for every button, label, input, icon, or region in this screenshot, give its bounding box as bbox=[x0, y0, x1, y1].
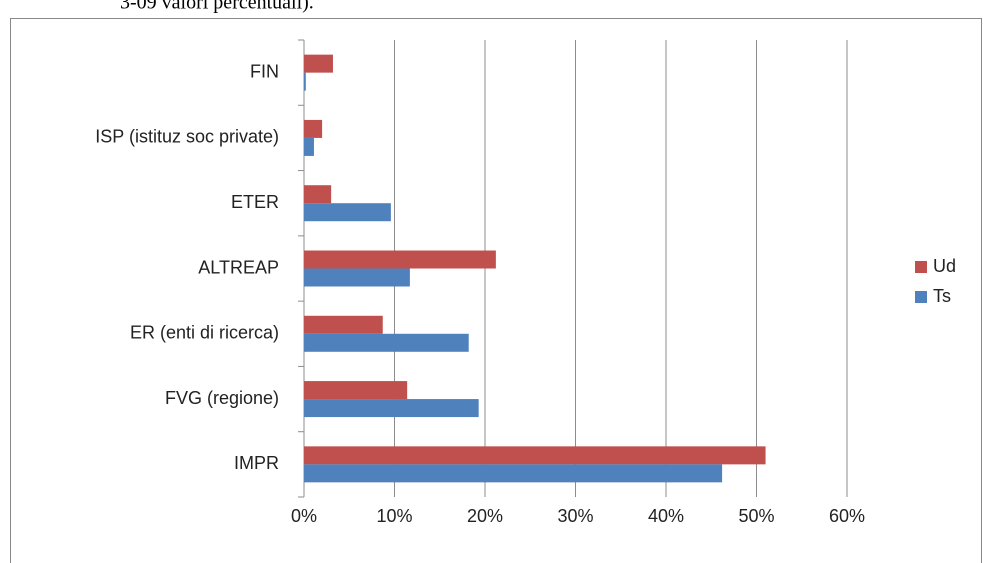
x-tick-label: 60% bbox=[829, 506, 865, 526]
bar bbox=[304, 446, 766, 465]
x-tick-label: 30% bbox=[557, 506, 593, 526]
legend-swatch bbox=[915, 291, 927, 303]
legend-label: Ts bbox=[933, 286, 951, 306]
y-tick-label: ETER bbox=[231, 192, 279, 212]
y-tick-label: ER (enti di ricerca) bbox=[130, 323, 279, 343]
legend-label: Ud bbox=[933, 256, 956, 276]
bar bbox=[304, 333, 469, 352]
bar bbox=[304, 54, 333, 73]
bar bbox=[304, 268, 410, 287]
bar bbox=[304, 119, 323, 138]
bar bbox=[304, 464, 723, 483]
bar bbox=[304, 72, 306, 91]
bar bbox=[304, 185, 332, 204]
x-tick-label: 0% bbox=[291, 506, 317, 526]
legend-swatch bbox=[915, 261, 927, 273]
x-tick-label: 40% bbox=[648, 506, 684, 526]
x-tick-label: 10% bbox=[376, 506, 412, 526]
y-tick-label: ISP (istituz soc private) bbox=[95, 127, 279, 147]
bar bbox=[304, 399, 479, 418]
bar bbox=[304, 203, 391, 222]
y-tick-label: FIN bbox=[250, 61, 279, 81]
y-tick-label: IMPR bbox=[234, 453, 279, 473]
page-text: 3-09 valori percentuali). bbox=[120, 0, 314, 14]
x-tick-label: 20% bbox=[467, 506, 503, 526]
x-tick-label: 50% bbox=[738, 506, 774, 526]
bar bbox=[304, 381, 408, 400]
y-tick-label: ALTREAP bbox=[198, 257, 279, 277]
bar bbox=[304, 137, 314, 156]
bar bbox=[304, 315, 383, 334]
y-tick-label: FVG (regione) bbox=[165, 388, 279, 408]
bar bbox=[304, 250, 496, 269]
